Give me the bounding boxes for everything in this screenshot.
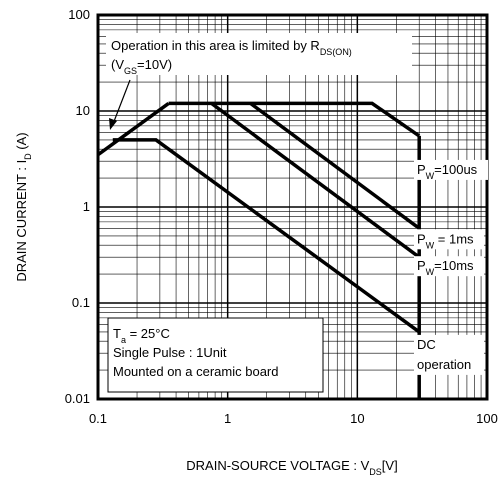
text-part: = 1ms xyxy=(434,231,474,246)
x-tick-label: 1 xyxy=(224,411,231,426)
label-bg xyxy=(414,256,484,277)
curve xyxy=(249,101,421,230)
y-tick-label: 0.01 xyxy=(65,391,90,406)
x-axis-label: DRAIN-SOURCE VOLTAGE : VDS[V] xyxy=(186,458,397,477)
x-tick-label: 0.1 xyxy=(89,411,107,426)
note-box xyxy=(106,33,412,75)
curve-label: PW=10ms xyxy=(417,258,474,277)
subscript: W xyxy=(426,171,435,181)
curve xyxy=(112,138,421,334)
x-tick-label: 100 xyxy=(476,411,498,426)
curve xyxy=(210,101,421,259)
text-part: T xyxy=(113,326,121,341)
curve xyxy=(96,101,170,157)
note-text: (VGS=10V) xyxy=(111,57,172,76)
condition-box xyxy=(107,317,324,393)
condition-text: Ta = 25°C xyxy=(113,326,170,345)
text-part: (V xyxy=(111,57,124,72)
curve xyxy=(168,101,421,138)
arrow xyxy=(112,79,131,125)
text-part: DRAIN-SOURCE VOLTAGE : V xyxy=(186,458,369,473)
text-part: [V] xyxy=(382,458,398,473)
y-axis-label: DRAIN CURRENT : ID (A) xyxy=(14,132,33,281)
x-tick-label: 10 xyxy=(350,411,364,426)
note-text: Operation in this area is limited by RDS… xyxy=(111,38,352,57)
subscript: DS(ON) xyxy=(320,47,352,57)
y-tick-label: 1 xyxy=(83,199,90,214)
label-bg xyxy=(414,159,488,180)
condition-text: Mounted on a ceramic board xyxy=(113,364,278,379)
curve-label: operation xyxy=(417,357,471,372)
text-part: =10V) xyxy=(137,57,172,72)
condition-text: Single Pulse : 1Unit xyxy=(113,345,227,360)
subscript: GS xyxy=(124,66,137,76)
curve-label: PW = 1ms xyxy=(417,231,474,250)
text-part: (A) xyxy=(14,132,29,153)
text-part: =10ms xyxy=(434,258,474,273)
text-part: P xyxy=(417,162,426,177)
y-tick-label: 0.1 xyxy=(72,295,90,310)
text-part: = 25°C xyxy=(126,326,170,341)
plot-frame xyxy=(96,13,489,401)
text-part: P xyxy=(417,231,426,246)
arrow-head xyxy=(109,118,117,130)
subscript: W xyxy=(426,267,435,277)
label-bg xyxy=(414,229,484,250)
curve-label: DC xyxy=(417,337,436,352)
subscript: W xyxy=(426,240,435,250)
text-part: P xyxy=(417,258,426,273)
subscript: D xyxy=(23,153,33,160)
text-part: =100us xyxy=(434,162,478,177)
text-part: DRAIN CURRENT : I xyxy=(14,160,29,282)
text-part: Operation in this area is limited by R xyxy=(111,38,320,53)
subscript: DS xyxy=(369,467,382,477)
curve-label: PW=100us xyxy=(417,162,478,181)
y-tick-label: 10 xyxy=(76,103,90,118)
y-tick-label: 100 xyxy=(68,7,90,22)
subscript: a xyxy=(121,335,126,345)
label-bg xyxy=(414,334,484,375)
